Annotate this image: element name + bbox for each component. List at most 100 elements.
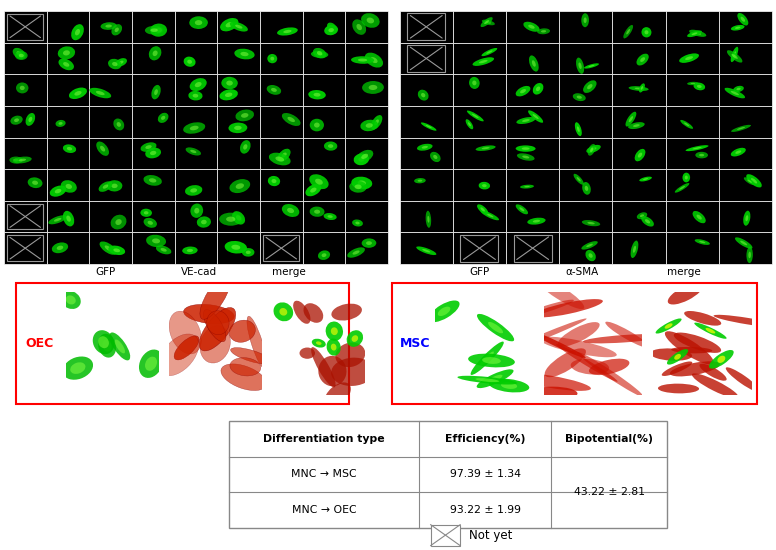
Ellipse shape (692, 147, 702, 150)
Bar (407, 45, 445, 72)
Ellipse shape (335, 343, 365, 367)
Bar (460, 235, 498, 262)
Ellipse shape (15, 51, 28, 60)
Ellipse shape (277, 28, 298, 36)
Ellipse shape (587, 145, 601, 153)
Ellipse shape (324, 382, 351, 408)
Ellipse shape (469, 77, 480, 89)
Ellipse shape (28, 177, 43, 188)
Ellipse shape (674, 333, 721, 353)
Ellipse shape (190, 188, 197, 192)
Text: GFP: GFP (95, 267, 116, 277)
Ellipse shape (359, 157, 365, 162)
Ellipse shape (355, 222, 359, 224)
Bar (514, 235, 552, 262)
Ellipse shape (533, 83, 543, 95)
Ellipse shape (112, 24, 122, 35)
Ellipse shape (145, 147, 161, 158)
Ellipse shape (314, 93, 320, 97)
Ellipse shape (161, 116, 165, 120)
Ellipse shape (313, 48, 326, 58)
Ellipse shape (501, 382, 517, 389)
Ellipse shape (523, 22, 539, 32)
Ellipse shape (731, 25, 744, 31)
Ellipse shape (219, 213, 242, 225)
Bar (47, 43, 89, 74)
Ellipse shape (583, 334, 666, 343)
Ellipse shape (310, 174, 328, 189)
Ellipse shape (417, 144, 432, 151)
Bar (47, 138, 89, 169)
Ellipse shape (587, 244, 593, 247)
Ellipse shape (282, 204, 300, 217)
Bar (132, 11, 175, 42)
Ellipse shape (29, 117, 33, 122)
Bar (453, 106, 506, 138)
Ellipse shape (629, 116, 633, 122)
Ellipse shape (726, 367, 760, 392)
Bar (132, 43, 175, 74)
Ellipse shape (747, 174, 762, 188)
Ellipse shape (98, 334, 116, 358)
Ellipse shape (641, 216, 654, 227)
Bar (407, 13, 445, 40)
Ellipse shape (151, 85, 161, 100)
Text: MSC: MSC (400, 337, 430, 350)
Ellipse shape (330, 25, 334, 29)
Ellipse shape (516, 117, 535, 124)
Bar (612, 232, 666, 264)
Ellipse shape (681, 120, 693, 129)
Bar (666, 106, 719, 138)
Ellipse shape (360, 120, 378, 131)
Ellipse shape (108, 59, 122, 69)
Ellipse shape (327, 338, 341, 356)
Ellipse shape (306, 184, 321, 196)
Ellipse shape (374, 119, 379, 125)
Ellipse shape (541, 30, 546, 32)
Ellipse shape (273, 302, 293, 321)
Ellipse shape (19, 86, 25, 90)
Ellipse shape (113, 118, 124, 130)
Ellipse shape (656, 318, 681, 333)
Ellipse shape (694, 82, 705, 90)
Bar (260, 11, 303, 42)
Ellipse shape (197, 216, 211, 228)
Ellipse shape (670, 361, 720, 376)
Bar (175, 232, 217, 264)
Ellipse shape (66, 184, 72, 189)
Ellipse shape (714, 315, 776, 327)
Bar (400, 11, 453, 42)
Ellipse shape (241, 113, 248, 118)
Ellipse shape (159, 334, 199, 376)
Ellipse shape (480, 207, 485, 212)
Bar (559, 106, 612, 138)
Ellipse shape (605, 322, 649, 348)
Ellipse shape (576, 58, 584, 74)
Text: 93.22 ± 1.99: 93.22 ± 1.99 (449, 505, 521, 515)
Bar (303, 11, 345, 42)
Ellipse shape (577, 177, 580, 182)
Ellipse shape (318, 356, 346, 386)
Ellipse shape (528, 387, 577, 400)
Bar (47, 11, 89, 42)
Ellipse shape (327, 23, 337, 32)
Bar (612, 43, 666, 74)
Text: 97.39 ± 1.34: 97.39 ± 1.34 (449, 469, 521, 480)
Ellipse shape (152, 239, 160, 244)
Bar (303, 43, 345, 74)
Ellipse shape (224, 241, 247, 254)
Ellipse shape (316, 342, 321, 345)
Ellipse shape (361, 154, 368, 159)
Bar (303, 201, 345, 232)
Ellipse shape (356, 24, 362, 30)
Ellipse shape (743, 211, 750, 226)
Bar (217, 169, 260, 201)
Ellipse shape (468, 122, 471, 127)
Bar (612, 11, 666, 42)
Ellipse shape (520, 89, 526, 94)
Ellipse shape (247, 316, 267, 369)
Ellipse shape (487, 375, 503, 383)
Ellipse shape (645, 219, 650, 223)
Ellipse shape (246, 251, 251, 254)
Ellipse shape (145, 356, 157, 371)
